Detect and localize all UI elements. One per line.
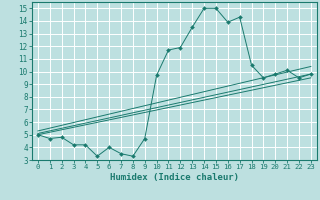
X-axis label: Humidex (Indice chaleur): Humidex (Indice chaleur) <box>110 173 239 182</box>
